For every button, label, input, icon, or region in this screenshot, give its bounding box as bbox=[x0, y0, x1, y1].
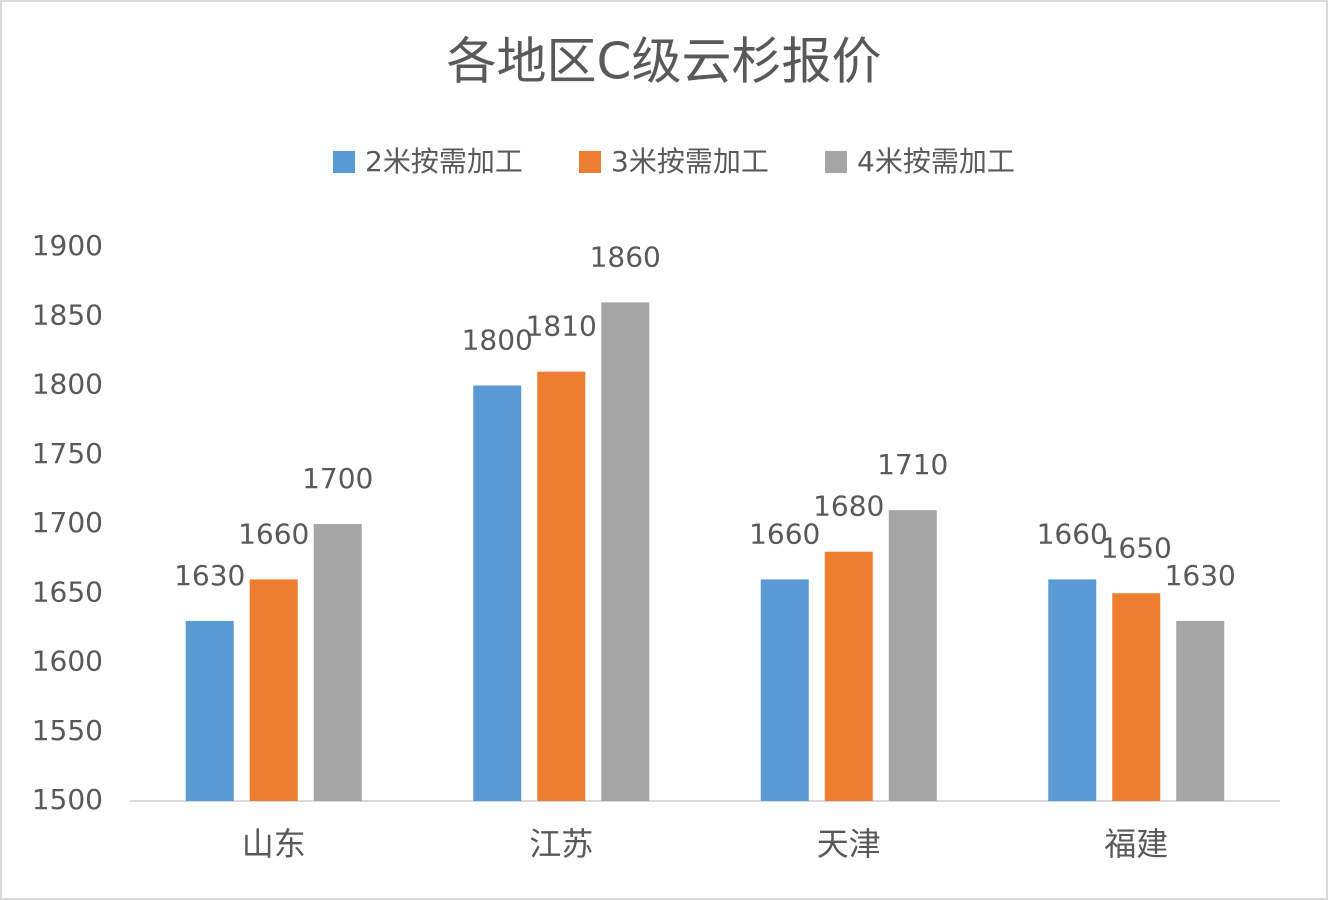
data-label: 1660 bbox=[1037, 517, 1108, 550]
bar bbox=[185, 620, 234, 801]
bar bbox=[601, 302, 650, 801]
data-label: 1660 bbox=[749, 517, 820, 550]
x-tick-label: 山东 bbox=[242, 825, 306, 863]
y-tick-label: 1850 bbox=[32, 298, 103, 331]
legend-label: 4米按需加工 bbox=[857, 145, 1015, 178]
data-label: 1710 bbox=[877, 448, 948, 481]
data-label: 1630 bbox=[174, 559, 245, 592]
chart-title: 各地区C级云杉报价 bbox=[447, 33, 882, 91]
data-label: 1680 bbox=[813, 490, 884, 523]
legend-swatch bbox=[579, 151, 601, 173]
legend-label: 2米按需加工 bbox=[365, 145, 523, 178]
bar bbox=[537, 371, 586, 801]
x-tick-label: 天津 bbox=[817, 825, 881, 863]
y-tick-label: 1900 bbox=[32, 229, 103, 262]
data-label: 1650 bbox=[1101, 531, 1172, 564]
y-tick-label: 1800 bbox=[32, 368, 103, 401]
legend-label: 3米按需加工 bbox=[611, 145, 769, 178]
y-tick-label: 1600 bbox=[32, 645, 103, 678]
y-tick-label: 1500 bbox=[32, 783, 103, 816]
bar bbox=[473, 385, 522, 801]
bar bbox=[824, 551, 873, 801]
legend-swatch bbox=[825, 151, 847, 173]
data-label: 1630 bbox=[1165, 559, 1236, 592]
bar bbox=[249, 579, 298, 801]
bar bbox=[1176, 620, 1225, 801]
bar bbox=[1048, 579, 1097, 801]
x-tick-label: 福建 bbox=[1104, 825, 1168, 863]
bar bbox=[888, 510, 937, 801]
x-tick-label: 江苏 bbox=[529, 825, 593, 863]
bar bbox=[760, 579, 809, 801]
y-tick-label: 1650 bbox=[32, 575, 103, 608]
data-label: 1700 bbox=[302, 462, 373, 495]
legend-swatch bbox=[333, 151, 355, 173]
bar bbox=[313, 524, 362, 801]
data-label: 1660 bbox=[238, 517, 309, 550]
y-tick-label: 1750 bbox=[32, 437, 103, 470]
data-label: 1800 bbox=[462, 324, 533, 357]
data-label: 1810 bbox=[526, 310, 597, 343]
y-tick-label: 1550 bbox=[32, 714, 103, 747]
data-label: 1860 bbox=[590, 240, 661, 273]
y-tick-label: 1700 bbox=[32, 506, 103, 539]
bar bbox=[1112, 593, 1161, 801]
